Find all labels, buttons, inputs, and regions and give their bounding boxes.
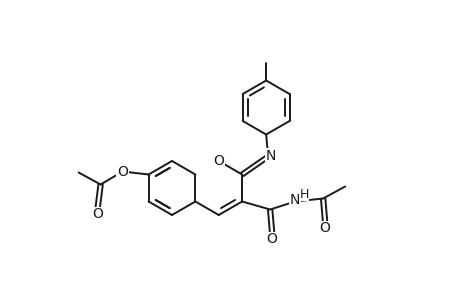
Text: N: N [289,194,300,208]
Text: N: N [265,148,276,163]
Text: O: O [319,221,330,236]
Text: O: O [117,164,128,178]
Text: O: O [213,154,224,168]
Text: O: O [92,208,103,221]
Text: O: O [266,232,277,247]
Text: H: H [299,188,308,201]
